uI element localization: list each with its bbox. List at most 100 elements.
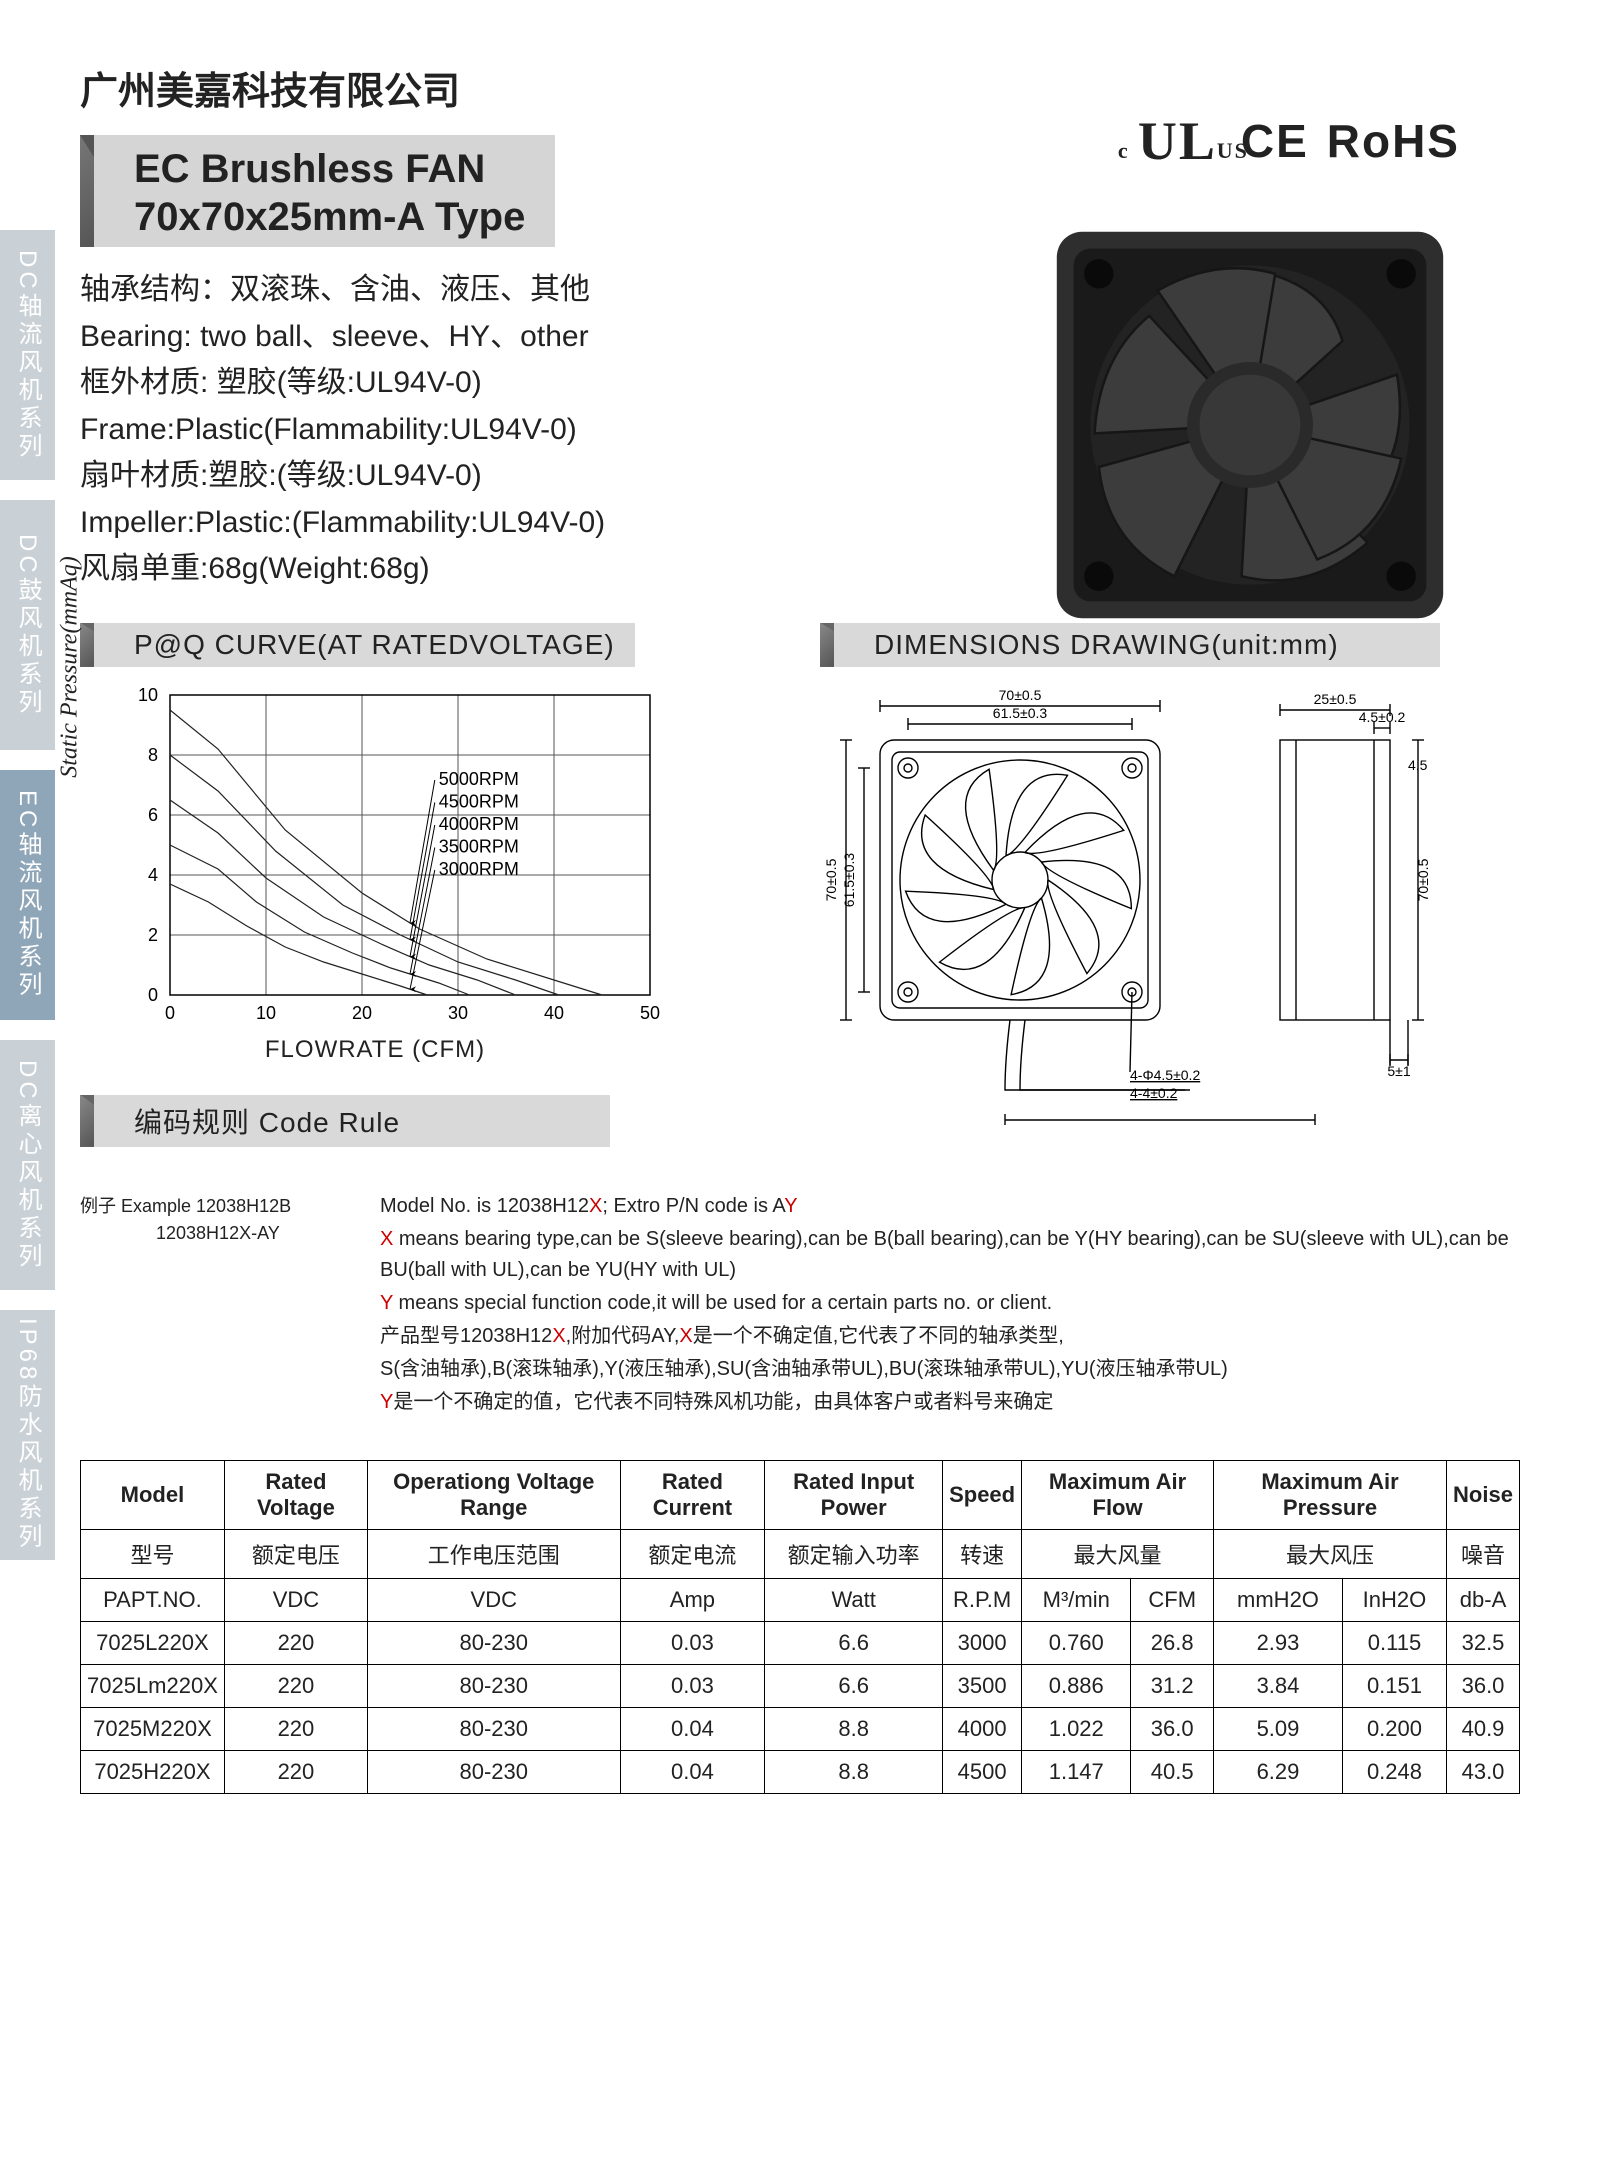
svg-text:5000RPM: 5000RPM: [439, 769, 519, 789]
svg-text:50: 50: [640, 1003, 660, 1023]
table-cell: 0.151: [1342, 1664, 1446, 1707]
svg-text:70±0.5: 70±0.5: [823, 858, 839, 901]
svg-text:10: 10: [256, 1003, 276, 1023]
sidebar-tab[interactable]: DC鼓风机系列: [0, 500, 55, 750]
section-dim-title: DIMENSIONS DRAWING(unit:mm): [820, 623, 1440, 667]
table-cell: 转速: [943, 1529, 1022, 1578]
table-cell: 80-230: [367, 1707, 620, 1750]
sidebar-tab[interactable]: DC轴流风机系列: [0, 230, 55, 480]
code-rule-line: Y means special function code,it will be…: [380, 1288, 1520, 1319]
table-cell: 3.84: [1214, 1664, 1343, 1707]
table-cell: 0.04: [620, 1750, 765, 1793]
product-title: EC Brushless FAN 70x70x25mm-A Type: [80, 135, 555, 247]
table-cell: 型号: [81, 1529, 225, 1578]
table-cell: Maximum Air Pressure: [1214, 1460, 1447, 1529]
chart-xlabel: FLOWRATE (CFM): [120, 1036, 630, 1064]
table-cell: 0.03: [620, 1621, 765, 1664]
sidebar-tab[interactable]: EC轴流风机系列: [0, 770, 55, 1020]
svg-text:200±10mm: 200±10mm: [1125, 1123, 1195, 1125]
svg-text:10: 10: [138, 685, 158, 705]
table-cell: 最大风压: [1214, 1529, 1447, 1578]
code-rule-line: Y是一个不确定的值，它代表不同特殊风机功能，由具体客户或者料号来确定: [380, 1387, 1520, 1418]
table-cell: PAPT.NO.: [81, 1578, 225, 1621]
table-cell: 80-230: [367, 1750, 620, 1793]
code-rule-block: 例子 Example 12038H12B 12038H12X-AY Model …: [80, 1189, 1520, 1420]
table-cell: Maximum Air Flow: [1022, 1460, 1214, 1529]
table-cell: 31.2: [1131, 1664, 1214, 1707]
table-cell: 5.09: [1214, 1707, 1343, 1750]
table-cell: mmH2O: [1214, 1578, 1343, 1621]
table-cell: 最大风量: [1022, 1529, 1214, 1578]
svg-text:4.5: 4.5: [1408, 757, 1428, 773]
svg-text:0: 0: [148, 985, 158, 1005]
svg-text:20: 20: [352, 1003, 372, 1023]
table-cell: 32.5: [1447, 1621, 1520, 1664]
table-cell: 1.147: [1022, 1750, 1131, 1793]
chart-ylabel: Static Pressure(mmAq): [57, 556, 84, 778]
section-code-title: 编码规则 Code Rule: [80, 1095, 610, 1147]
table-cell: VDC: [367, 1578, 620, 1621]
table-cell: Model: [81, 1460, 225, 1529]
table-cell: 1.022: [1022, 1707, 1131, 1750]
title-line1: EC Brushless FAN: [134, 145, 525, 193]
svg-text:3000RPM: 3000RPM: [439, 859, 519, 879]
table-cell: 80-230: [367, 1664, 620, 1707]
table-cell: Noise: [1447, 1460, 1520, 1529]
table-cell: 0.886: [1022, 1664, 1131, 1707]
svg-text:4: 4: [148, 865, 158, 885]
section-pq-title: P@Q CURVE(AT RATEDVOLTAGE): [80, 623, 635, 667]
svg-text:40: 40: [544, 1003, 564, 1023]
table-cell: 26.8: [1131, 1621, 1214, 1664]
table-cell: 80-230: [367, 1621, 620, 1664]
table-cell: Rated Current: [620, 1460, 765, 1529]
table-cell: VDC: [224, 1578, 367, 1621]
table-cell: db-A: [1447, 1578, 1520, 1621]
svg-text:4000RPM: 4000RPM: [439, 814, 519, 834]
svg-text:4-Φ4.5±0.2: 4-Φ4.5±0.2: [1130, 1067, 1200, 1083]
table-cell: 6.6: [765, 1621, 943, 1664]
table-cell: 40.5: [1131, 1750, 1214, 1793]
table-cell: 6.29: [1214, 1750, 1343, 1793]
table-cell: 8.8: [765, 1707, 943, 1750]
table-cell: R.P.M: [943, 1578, 1022, 1621]
sidebar-tab[interactable]: DC离心风机系列: [0, 1040, 55, 1290]
code-example-1: 例子 Example 12038H12B: [80, 1193, 340, 1220]
svg-text:61.5±0.3: 61.5±0.3: [841, 852, 857, 907]
svg-text:8: 8: [148, 745, 158, 765]
code-rule-line: Model No. is 12038H12X; Extro P/N code i…: [380, 1191, 1520, 1222]
table-cell: Operationg Voltage Range: [367, 1460, 620, 1529]
svg-text:30: 30: [448, 1003, 468, 1023]
code-rule-line: 产品型号12038H12X,附加代码AY,X是一个不确定值,它代表了不同的轴承类…: [380, 1321, 1520, 1352]
table-cell: 0.04: [620, 1707, 765, 1750]
table-cell: M³/min: [1022, 1578, 1131, 1621]
svg-text:4500RPM: 4500RPM: [439, 791, 519, 811]
table-cell: 0.200: [1342, 1707, 1446, 1750]
table-cell: 7025H220X: [81, 1750, 225, 1793]
table-cell: 220: [224, 1707, 367, 1750]
table-cell: 36.0: [1447, 1664, 1520, 1707]
table-cell: 工作电压范围: [367, 1529, 620, 1578]
spec-table: ModelRated VoltageOperationg Voltage Ran…: [80, 1460, 1520, 1794]
table-cell: 36.0: [1131, 1707, 1214, 1750]
table-cell: Watt: [765, 1578, 943, 1621]
table-cell: 0.760: [1022, 1621, 1131, 1664]
svg-text:61.5±0.3: 61.5±0.3: [993, 705, 1048, 721]
table-cell: 7025L220X: [81, 1621, 225, 1664]
table-cell: 220: [224, 1621, 367, 1664]
table-cell: CFM: [1131, 1578, 1214, 1621]
table-cell: 2.93: [1214, 1621, 1343, 1664]
product-photo: [1040, 215, 1460, 635]
table-cell: 7025Lm220X: [81, 1664, 225, 1707]
table-cell: Speed: [943, 1460, 1022, 1529]
svg-text:3500RPM: 3500RPM: [439, 836, 519, 856]
table-cell: 0.115: [1342, 1621, 1446, 1664]
table-cell: 4000: [943, 1707, 1022, 1750]
code-example-2: 12038H12X-AY: [80, 1220, 340, 1247]
svg-text:2: 2: [148, 925, 158, 945]
svg-text:5±1: 5±1: [1387, 1063, 1410, 1079]
svg-text:0: 0: [165, 1003, 175, 1023]
table-cell: 40.9: [1447, 1707, 1520, 1750]
table-cell: 6.6: [765, 1664, 943, 1707]
sidebar-tab[interactable]: IP68防水风机系列: [0, 1310, 55, 1560]
table-cell: 8.8: [765, 1750, 943, 1793]
